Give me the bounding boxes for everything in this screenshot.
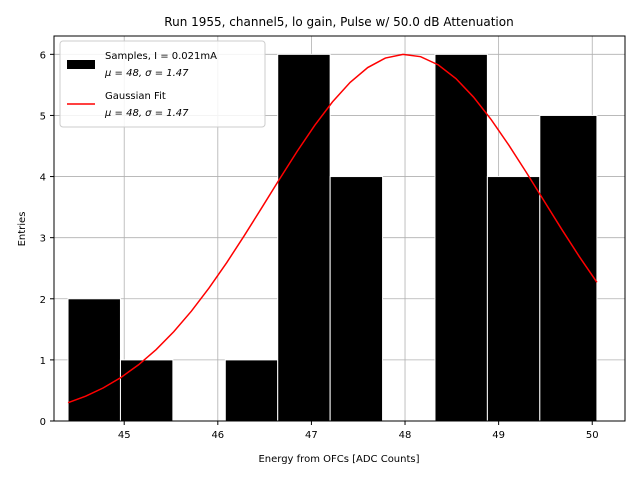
gaussian-fit-line (67, 53, 598, 404)
histogram-bar (329, 176, 384, 422)
chart-title: Run 1955, channel5, lo gain, Pulse w/ 50… (164, 15, 513, 29)
legend-box (59, 40, 266, 128)
y-tick-label: 6 (40, 50, 46, 61)
x-tick-label: 47 (305, 430, 318, 441)
legend-swatch-samples (67, 60, 95, 69)
y-tick-label: 1 (40, 356, 46, 367)
histogram-bar (486, 176, 541, 422)
histogram-bar (224, 359, 279, 422)
y-axis-label: Entries (17, 212, 28, 247)
x-tick-label: 45 (118, 430, 131, 441)
x-tick-label: 49 (492, 430, 505, 441)
legend-sublabel-fit: μ = 48, σ = 1.47 (104, 108, 189, 119)
x-axis-ticks: 45 46 47 48 49 50 (118, 421, 599, 441)
y-tick-label: 2 (40, 295, 46, 306)
histogram-bar (119, 359, 174, 422)
gaussian-fit-curve-group (67, 53, 598, 404)
legend-label-samples: Samples, I = 0.021mA (105, 51, 217, 62)
y-axis-ticks: 0 1 2 3 4 5 6 (40, 50, 54, 428)
y-tick-label: 3 (40, 234, 46, 245)
histogram-bar (67, 298, 121, 422)
legend-label-fit: Gaussian Fit (105, 91, 166, 102)
x-tick-label: 48 (399, 430, 412, 441)
x-tick-label: 46 (211, 430, 224, 441)
plot-frame (53, 35, 626, 422)
x-axis-label: Energy from OFCs [ADC Counts] (258, 454, 419, 465)
legend-sublabel-samples: μ = 48, σ = 1.47 (104, 68, 189, 79)
histogram-bar (434, 53, 488, 422)
histogram-bars (67, 53, 598, 422)
y-tick-label: 5 (40, 111, 46, 122)
y-tick-label: 4 (40, 173, 46, 184)
histogram-bar (539, 114, 598, 422)
legend: Samples, I = 0.021mA μ = 48, σ = 1.47 Ga… (59, 40, 266, 128)
y-tick-label: 0 (40, 417, 46, 428)
histogram-bar (277, 53, 331, 422)
x-tick-label: 50 (586, 430, 599, 441)
